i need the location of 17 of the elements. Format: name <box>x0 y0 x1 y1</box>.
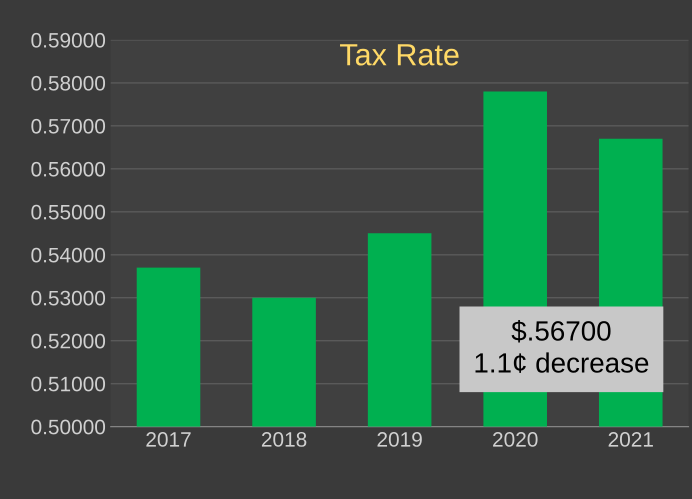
y-tick-label: 0.58000 <box>31 76 106 91</box>
y-tick-label: 0.55000 <box>31 204 106 220</box>
y-tick-label: 0.53000 <box>31 290 106 306</box>
annotation: $.56700 1.1¢ decrease <box>476 320 648 373</box>
y-tick-label: 0.52000 <box>31 334 106 348</box>
x-tick-label: 2017 <box>146 432 191 447</box>
x-tick-label: 2018 <box>262 432 306 447</box>
y-tick-label: 0.50000 <box>31 420 106 434</box>
chart-title: Tax Rate <box>340 44 459 66</box>
y-tick-label: 0.59000 <box>31 32 106 48</box>
y-tick-label: 0.57000 <box>31 118 106 134</box>
x-tick-label: 2019 <box>378 432 422 447</box>
y-tick-label: 0.54000 <box>31 248 106 263</box>
x-tick-label: 2020 <box>493 432 538 447</box>
y-tick-label: 0.56000 <box>31 162 106 177</box>
x-tick-label: 2021 <box>608 432 653 447</box>
y-tick-label: 0.51000 <box>31 376 106 392</box>
